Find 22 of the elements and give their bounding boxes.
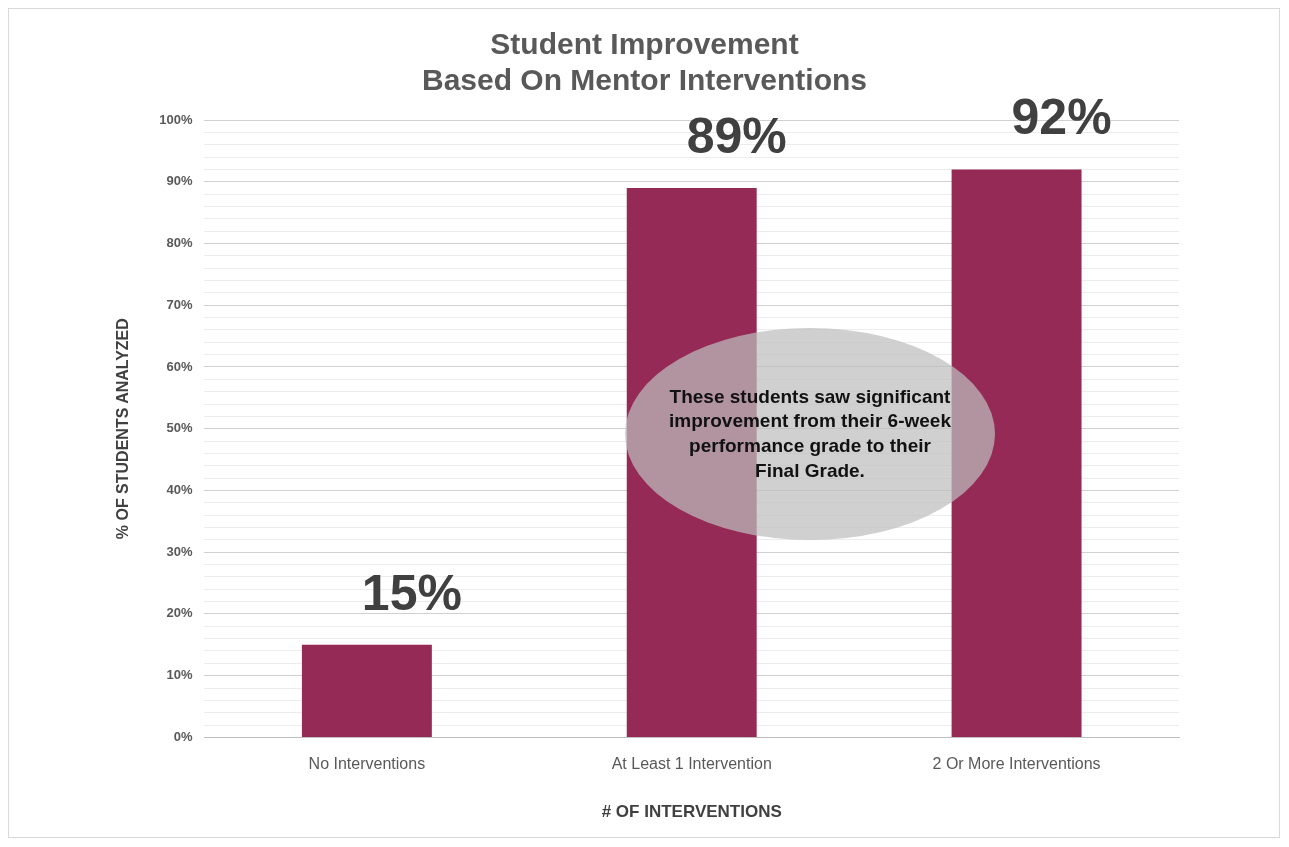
y-tick-label: 90% xyxy=(166,173,193,189)
y-tick-label: 0% xyxy=(173,728,193,744)
chart-title: Student Improvement Based On Mentor Interventions xyxy=(421,27,868,97)
x-axis-title: # OF INTERVENTIONS xyxy=(601,802,782,822)
y-tick-label: 70% xyxy=(166,296,193,312)
y-tick-label: 60% xyxy=(166,358,193,374)
bar xyxy=(951,169,1082,737)
y-tick-label: 80% xyxy=(166,235,193,251)
y-tick-label: 10% xyxy=(166,667,193,683)
data-label: 89% xyxy=(686,107,787,164)
bar xyxy=(301,644,432,737)
x-tick-label: No Interventions xyxy=(308,755,426,773)
y-tick-label: 40% xyxy=(166,482,193,498)
x-tick-label: At Least 1 Intervention xyxy=(611,755,772,773)
x-tick-label: 2 Or More Interventions xyxy=(932,755,1101,773)
y-tick-label: 20% xyxy=(166,605,193,621)
y-tick-label: 30% xyxy=(166,543,193,559)
y-axis-title: % OF STUDENTS ANALYZED xyxy=(114,318,132,540)
data-label: 15% xyxy=(361,564,462,621)
data-label: 92% xyxy=(1011,89,1112,146)
y-tick-label: 100% xyxy=(159,111,193,127)
y-tick-label: 50% xyxy=(166,420,193,436)
